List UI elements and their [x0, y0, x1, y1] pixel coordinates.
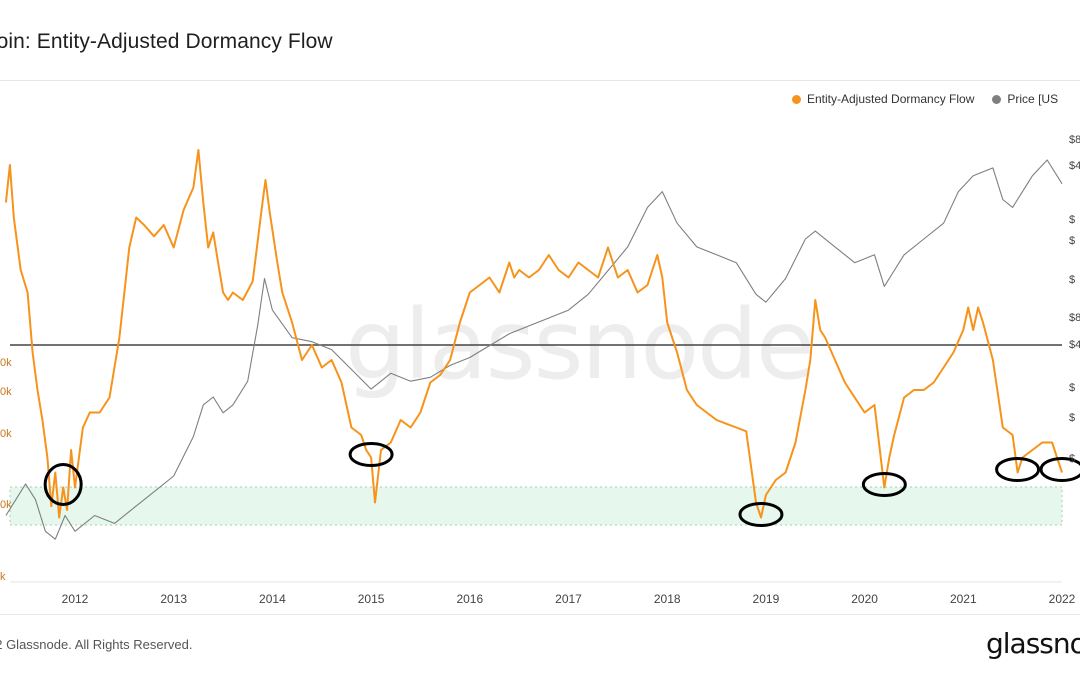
right-tick-label: $4 [1069, 160, 1080, 172]
circled-low [995, 457, 1041, 482]
circled-low [1039, 457, 1080, 482]
price-line [5, 159, 1063, 540]
right-tick-label: $ [1069, 453, 1075, 465]
right-tick-label: $ [1069, 412, 1075, 424]
legend-dot-grey-icon [992, 94, 1002, 104]
right-tick-label: $ [1069, 214, 1075, 226]
footer-divider [0, 614, 1080, 615]
right-tick-label: $4 [1069, 339, 1080, 351]
right-tick-label: $8 [1069, 312, 1080, 324]
price-series [5, 159, 1063, 540]
legend[interactable]: Entity-Adjusted Dormancy Flow Price [US [792, 92, 1058, 106]
circled-lows [43, 442, 1080, 527]
right-tick-label: $8 [1069, 134, 1080, 146]
legend-label-dormancy-flow: Entity-Adjusted Dormancy Flow [807, 92, 975, 106]
right-tick-label: $ [1069, 382, 1075, 394]
right-axis-ticks: $8 $4 $ $ $ $8 $4 $ $ $ [1069, 134, 1080, 465]
brand-logo[interactable]: glassnode [986, 627, 1080, 660]
x-tick-label: 2014 [259, 592, 286, 606]
copyright: 22 Glassnode. All Rights Reserved. [0, 637, 193, 652]
circled-low [43, 463, 83, 506]
right-tick-label: $ [1069, 274, 1075, 286]
left-tick-label: k [0, 571, 6, 583]
circled-low [348, 442, 394, 467]
x-tick-label: 2021 [950, 592, 977, 606]
x-tick-label: 2017 [555, 592, 582, 606]
legend-label-price: Price [US [1007, 92, 1059, 106]
circled-low [738, 502, 784, 527]
x-tick-label: 2016 [456, 592, 483, 606]
chart-canvas[interactable]: glassnode 2012 2013 2014 2015 2016 2017 2018 20… [0, 110, 1080, 615]
circled-low [861, 472, 907, 497]
chart-title: coin: Entity-Adjusted Dormancy Flow [0, 30, 333, 53]
dormancy-flow-series [4, 149, 1063, 519]
right-tick-label: $ [1069, 235, 1075, 247]
x-tick-label: 2019 [753, 592, 780, 606]
legend-dot-orange-icon [792, 94, 801, 104]
x-axis-ticks: 2012 2013 2014 2015 2016 2017 2018 2019 2020 2021… [62, 592, 1076, 606]
legend-item-dormancy-flow[interactable]: Entity-Adjusted Dormancy Flow [792, 92, 974, 106]
left-tick-label: 0k [0, 357, 12, 369]
left-tick-label: 0k [0, 386, 12, 398]
x-tick-label: 2020 [851, 592, 878, 606]
left-tick-label: 0k [0, 428, 12, 440]
x-tick-label: 2018 [654, 592, 681, 606]
x-tick-label: 2013 [160, 592, 187, 606]
legend-item-price[interactable]: Price [US [992, 92, 1058, 106]
x-tick-label: 2012 [62, 592, 89, 606]
highlight-band [9, 486, 1063, 526]
x-tick-label: 2022 [1049, 592, 1076, 606]
left-tick-label: 0k [0, 499, 12, 511]
header-divider [0, 80, 1080, 81]
left-axis-ticks: 0k 0k 0k 0k k [0, 357, 12, 583]
dormancy-flow-line [4, 149, 1063, 519]
x-tick-label: 2015 [358, 592, 385, 606]
